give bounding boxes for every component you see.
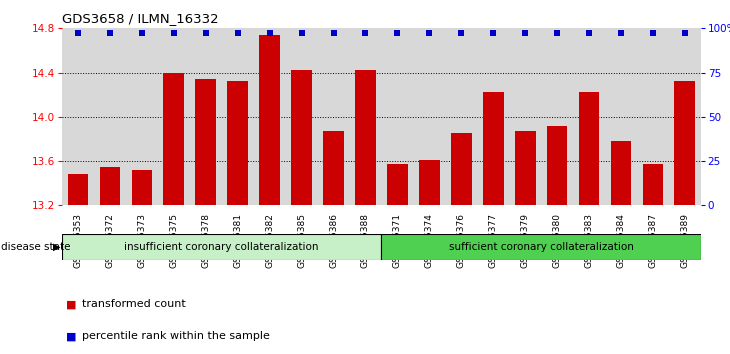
Bar — [323, 131, 344, 205]
Bar — [381, 234, 701, 260]
Text: transformed count: transformed count — [82, 299, 185, 309]
Bar — [164, 73, 184, 205]
Bar — [387, 164, 408, 205]
Text: disease state: disease state — [1, 242, 70, 252]
Bar — [419, 160, 439, 205]
Text: insufficient coronary collateralization: insufficient coronary collateralization — [125, 242, 319, 252]
Bar — [99, 167, 120, 205]
Bar — [675, 81, 695, 205]
Text: sufficient coronary collateralization: sufficient coronary collateralization — [449, 242, 634, 252]
Bar — [196, 79, 216, 205]
Bar — [291, 70, 312, 205]
Bar — [259, 35, 280, 205]
Text: percentile rank within the sample: percentile rank within the sample — [82, 331, 269, 341]
Text: ■: ■ — [66, 331, 76, 341]
Text: ■: ■ — [66, 299, 76, 309]
Bar — [483, 92, 504, 205]
Bar — [131, 170, 153, 205]
Text: ▶: ▶ — [53, 242, 61, 252]
Bar — [579, 92, 599, 205]
Bar — [68, 174, 88, 205]
Bar — [642, 164, 664, 205]
Bar — [227, 81, 248, 205]
Bar — [515, 131, 536, 205]
Bar — [451, 133, 472, 205]
Bar — [547, 126, 567, 205]
Bar — [610, 141, 631, 205]
Bar — [355, 70, 376, 205]
Bar — [62, 234, 381, 260]
Text: GDS3658 / ILMN_16332: GDS3658 / ILMN_16332 — [62, 12, 219, 25]
